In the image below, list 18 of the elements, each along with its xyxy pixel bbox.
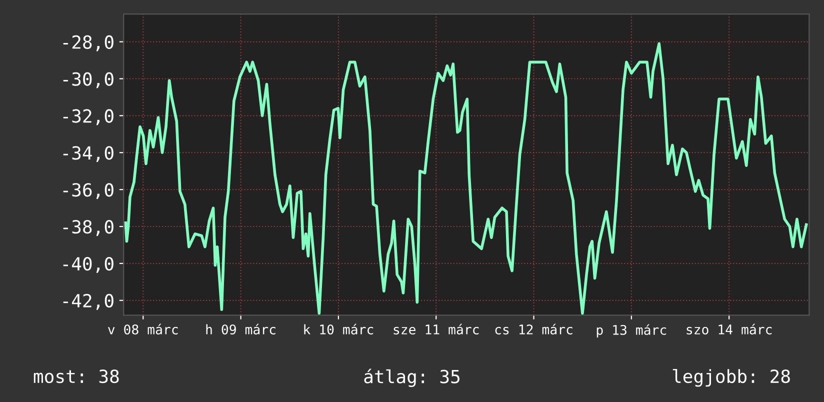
x-tick-label: h 09 márc (206, 324, 276, 334)
y-tick-label: -36,0 (63, 183, 114, 199)
x-tick-label: k 10 márc (304, 324, 374, 334)
x-tick-label: cs 12 márc (495, 324, 572, 334)
y-tick-label: -38,0 (63, 220, 114, 236)
y-tick-label: -32,0 (63, 109, 114, 126)
text: legjobb: 28 (672, 369, 790, 387)
y-tick-label: -40,0 (63, 256, 114, 273)
x-tick-label: sze 11 márc (394, 324, 479, 334)
y-tick-label: -28,0 (63, 35, 114, 52)
text: átlag: 35 (364, 368, 460, 388)
y-tick-label: -42,0 (63, 294, 114, 310)
x-tick-label: szo 14 márc (686, 324, 772, 334)
x-tick-label: p 13 márc (596, 324, 666, 338)
text: most: 38 (34, 370, 119, 384)
x-tick-label: v 08 márc (108, 324, 178, 334)
y-tick-label: -34,0 (63, 146, 114, 162)
y-tick-label: -30,0 (63, 72, 114, 88)
